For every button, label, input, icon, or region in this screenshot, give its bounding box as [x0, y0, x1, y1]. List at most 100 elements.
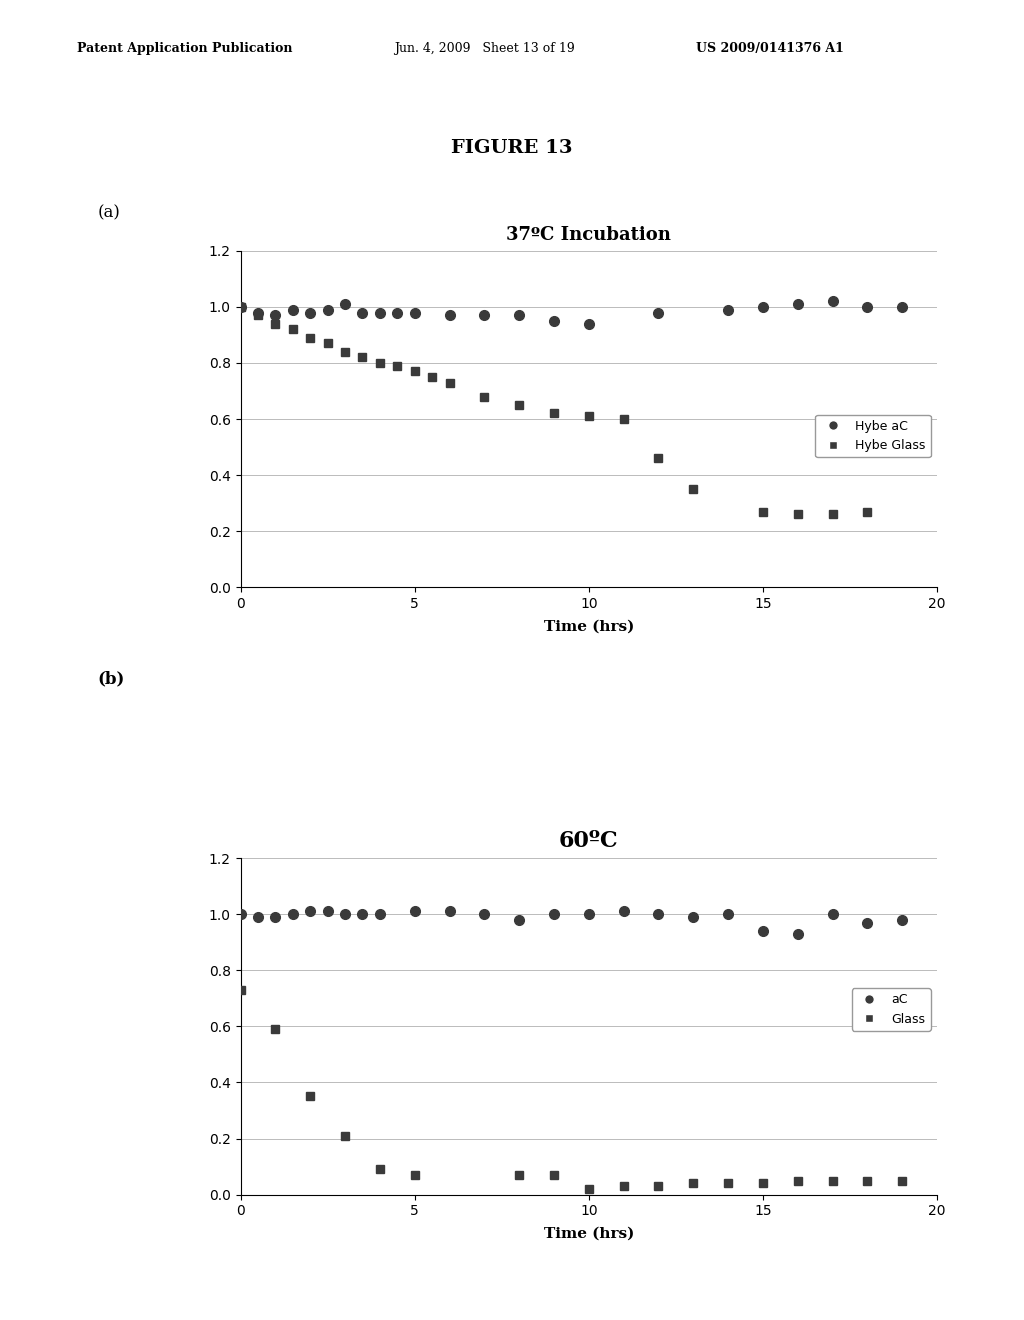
- aC: [826, 906, 839, 921]
- Hybe Glass: [826, 507, 839, 523]
- aC: [409, 903, 421, 919]
- Hybe Glass: [652, 450, 665, 466]
- Hybe aC: [356, 305, 369, 321]
- Line: Hybe aC: Hybe aC: [236, 297, 907, 329]
- Hybe Glass: [374, 355, 386, 371]
- Hybe Glass: [269, 315, 282, 331]
- Text: (b): (b): [97, 671, 125, 688]
- aC: [287, 906, 299, 921]
- Glass: [826, 1172, 839, 1188]
- Glass: [548, 1167, 560, 1183]
- Glass: [304, 1089, 316, 1105]
- aC: [652, 906, 665, 921]
- Glass: [652, 1179, 665, 1195]
- aC: [861, 915, 873, 931]
- aC: [443, 903, 456, 919]
- Line: Hybe Glass: Hybe Glass: [237, 302, 871, 519]
- Hybe aC: [826, 293, 839, 309]
- Legend: Hybe aC, Hybe Glass: Hybe aC, Hybe Glass: [815, 414, 931, 457]
- Hybe aC: [722, 302, 734, 318]
- Glass: [757, 1175, 769, 1191]
- aC: [374, 906, 386, 921]
- Hybe aC: [234, 298, 247, 314]
- Text: US 2009/0141376 A1: US 2009/0141376 A1: [696, 42, 844, 55]
- Hybe aC: [339, 296, 351, 312]
- Hybe aC: [252, 305, 264, 321]
- Glass: [687, 1175, 699, 1191]
- Glass: [617, 1179, 630, 1195]
- aC: [583, 906, 595, 921]
- Glass: [583, 1181, 595, 1197]
- Hybe aC: [792, 296, 804, 312]
- Hybe aC: [861, 298, 873, 314]
- Hybe aC: [409, 305, 421, 321]
- Hybe aC: [269, 308, 282, 323]
- Hybe Glass: [426, 370, 438, 385]
- Hybe Glass: [391, 358, 403, 374]
- Hybe Glass: [356, 350, 369, 366]
- Hybe Glass: [409, 363, 421, 379]
- Hybe aC: [287, 302, 299, 318]
- Hybe Glass: [548, 405, 560, 421]
- aC: [252, 909, 264, 925]
- aC: [722, 906, 734, 921]
- aC: [548, 906, 560, 921]
- Line: Glass: Glass: [237, 986, 906, 1193]
- aC: [339, 906, 351, 921]
- Hybe aC: [374, 305, 386, 321]
- Hybe aC: [513, 308, 525, 323]
- aC: [322, 903, 334, 919]
- aC: [269, 909, 282, 925]
- Hybe Glass: [792, 507, 804, 523]
- Hybe Glass: [443, 375, 456, 391]
- Hybe Glass: [861, 504, 873, 520]
- Glass: [374, 1162, 386, 1177]
- aC: [896, 912, 908, 928]
- aC: [617, 903, 630, 919]
- X-axis label: Time (hrs): Time (hrs): [544, 1226, 634, 1241]
- Hybe Glass: [252, 308, 264, 323]
- aC: [757, 923, 769, 939]
- Glass: [513, 1167, 525, 1183]
- Hybe Glass: [617, 411, 630, 426]
- Text: (a): (a): [97, 205, 120, 222]
- aC: [304, 903, 316, 919]
- Hybe Glass: [234, 298, 247, 314]
- Text: FIGURE 13: FIGURE 13: [452, 139, 572, 157]
- Title: 60ºC: 60ºC: [559, 830, 618, 851]
- Hybe aC: [896, 298, 908, 314]
- Hybe aC: [548, 313, 560, 329]
- Hybe Glass: [687, 482, 699, 498]
- Hybe aC: [652, 305, 665, 321]
- Line: aC: aC: [236, 907, 907, 939]
- Hybe aC: [478, 308, 490, 323]
- Hybe aC: [391, 305, 403, 321]
- Glass: [792, 1172, 804, 1188]
- Hybe Glass: [287, 321, 299, 337]
- aC: [356, 906, 369, 921]
- Legend: aC, Glass: aC, Glass: [852, 989, 931, 1031]
- Hybe aC: [443, 308, 456, 323]
- aC: [513, 912, 525, 928]
- Hybe Glass: [339, 343, 351, 359]
- Glass: [234, 982, 247, 998]
- X-axis label: Time (hrs): Time (hrs): [544, 619, 634, 634]
- Hybe Glass: [478, 388, 490, 404]
- Hybe Glass: [757, 504, 769, 520]
- Hybe Glass: [583, 408, 595, 424]
- Hybe Glass: [513, 397, 525, 413]
- Glass: [409, 1167, 421, 1183]
- Hybe aC: [322, 302, 334, 318]
- Text: Patent Application Publication: Patent Application Publication: [77, 42, 292, 55]
- Hybe aC: [583, 315, 595, 331]
- Glass: [339, 1127, 351, 1143]
- Hybe Glass: [322, 335, 334, 351]
- aC: [234, 906, 247, 921]
- Glass: [722, 1175, 734, 1191]
- aC: [478, 906, 490, 921]
- Glass: [861, 1172, 873, 1188]
- Glass: [896, 1172, 908, 1188]
- aC: [792, 925, 804, 941]
- Text: Jun. 4, 2009   Sheet 13 of 19: Jun. 4, 2009 Sheet 13 of 19: [394, 42, 575, 55]
- Hybe aC: [757, 298, 769, 314]
